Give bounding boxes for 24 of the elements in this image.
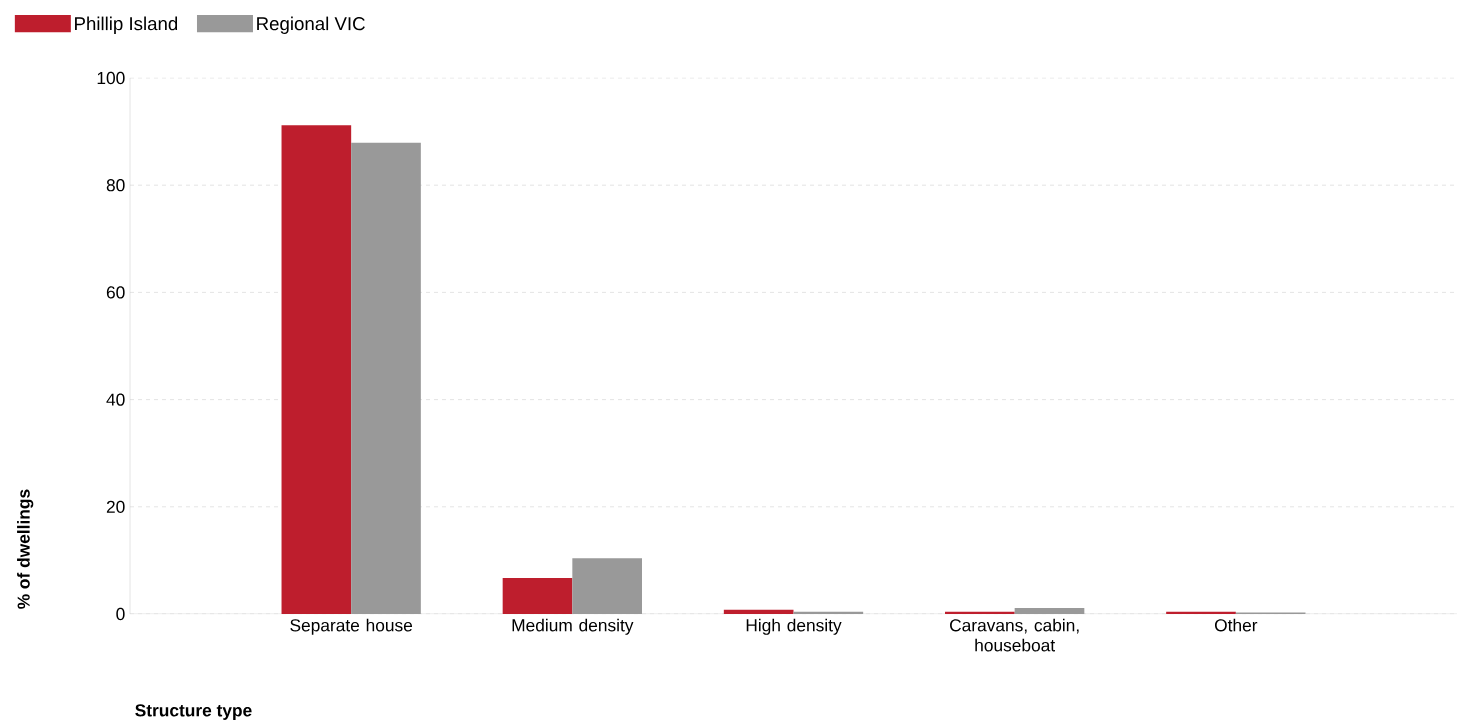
- x-axis-title: Structure type: [135, 704, 252, 720]
- bar: [281, 125, 352, 614]
- bar: [572, 558, 642, 614]
- y-tick-label: 0: [116, 607, 125, 621]
- x-tick-label: High density: [746, 618, 842, 635]
- y-tick-label: 60: [106, 286, 125, 299]
- bar: [793, 611, 864, 614]
- x-tick-label: Caravans, cabin, houseboat: [950, 618, 1079, 652]
- x-tick-label: Medium density: [512, 618, 634, 635]
- legend-label: Regional VIC: [257, 16, 365, 34]
- bar: [1014, 608, 1085, 614]
- x-tick-label: Other: [1214, 618, 1258, 632]
- bar: [502, 578, 573, 614]
- x-tick-label: Separate house: [290, 618, 413, 635]
- legend-label: Phillip Island: [75, 16, 178, 34]
- bar: [723, 609, 794, 614]
- y-tick-label: 100: [97, 71, 125, 85]
- y-tick-label: 80: [106, 179, 125, 192]
- bar: [1166, 611, 1236, 614]
- y-axis-title: % of dwellings: [17, 489, 34, 609]
- bar: [351, 142, 421, 614]
- bar: [945, 611, 1015, 614]
- y-tick-label: 40: [106, 393, 125, 406]
- y-tick-label: 20: [106, 500, 125, 513]
